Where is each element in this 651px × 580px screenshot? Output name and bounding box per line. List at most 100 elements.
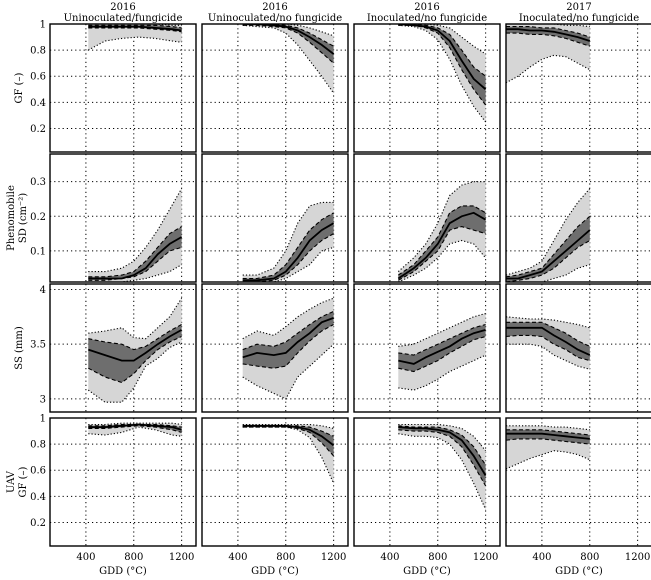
panel-sd-0 [49,153,197,283]
ytick-uav-2: 0.6 [30,466,46,477]
panel-ss-2 [353,283,501,413]
panel-frame [505,283,651,413]
panel-sd-3 [505,153,651,283]
q3-line [398,323,486,356]
q3-line [242,24,334,47]
q1-line [506,240,591,282]
panel-frame [353,283,501,413]
series [506,24,591,84]
min-line [88,36,182,51]
median-line [88,25,182,32]
range-band [398,24,486,122]
min-line [242,24,335,94]
series [242,24,335,94]
q1-line [88,425,182,433]
ytick-uav-4: 1 [40,414,46,425]
grid [50,418,196,546]
xtick-3-800: 800 [580,552,599,563]
max-line [88,188,183,273]
median-line [242,222,335,282]
min-line [268,246,334,282]
xlabel-2: GDD (°C) [403,566,451,577]
panel-frame [353,417,501,547]
q1-line [398,335,486,373]
min-line [88,264,182,282]
ytick-uav-3: 0.8 [30,440,46,451]
max-line [88,422,182,426]
series [87,297,183,403]
median-line [398,426,487,476]
q1-line [88,336,182,384]
q1-line [398,429,487,487]
ylabel-gf: GF (–) [14,72,25,103]
median-line [242,424,335,447]
iqr-band [242,212,334,282]
grid [202,24,348,152]
iqr-band [398,425,486,486]
panel-uav-3 [505,417,651,547]
panel-frame [201,417,349,547]
iqr-band [88,324,182,383]
range-band [242,24,334,94]
panel-gf-0 [49,23,197,153]
q1-line [88,27,182,33]
panel-sd-1 [201,153,349,283]
xtick-0-1200: 1200 [169,552,194,563]
min-line [506,450,591,470]
xtick-1-400: 400 [228,552,247,563]
xtick-3-400: 400 [532,552,551,563]
xtick-2-800: 800 [428,552,447,563]
iqr-band [242,24,334,64]
range-band [506,188,590,282]
grid [354,418,500,546]
q3-line [398,425,487,466]
ylabel-line: SD (cm⁻²) [18,193,29,243]
grid [50,24,196,152]
max-line [506,425,590,431]
column-year-2: 2016 [414,2,439,13]
q3-line [88,324,182,351]
series [398,24,487,123]
iqr-band [242,425,334,456]
column-year-0: 2016 [110,2,135,13]
xlabel-0: GDD (°C) [99,566,147,577]
xtick-1-1200: 1200 [321,552,346,563]
range-band [242,202,334,282]
median-line [88,423,182,431]
median-line [506,28,591,42]
xlabel-3: GDD (°C) [555,566,603,577]
max-line [88,297,183,340]
max-line [397,181,486,273]
panel-frame [49,23,197,153]
series [88,188,183,282]
ylabel-sd: PhenomobileSD (cm⁻²) [6,185,29,251]
series [506,188,591,282]
panel-uav-2 [353,417,501,547]
grid [202,418,348,546]
max-line [398,312,486,347]
median-line [506,432,590,440]
max-line [88,24,182,26]
min-line [87,341,182,403]
ytick-uav-0: 0.2 [30,518,46,529]
column-treatment-0: Uninoculated/fungicide [64,13,183,24]
median-line [398,24,487,90]
ylabel-line: GF (–) [14,72,25,103]
min-line [242,343,334,400]
ylabel-ss: SS (mm) [14,326,25,370]
median-line [397,211,487,280]
panel-frame [201,153,349,283]
max-line [398,423,487,452]
ylabel-line: Phenomobile [6,185,17,251]
iqr-band [506,216,590,282]
panel-gf-1 [201,23,349,153]
q1-line [506,438,590,445]
median-line [88,236,183,280]
median-line [506,326,591,356]
xtick-1-800: 800 [276,552,295,563]
q1-line [506,32,590,47]
series [398,312,486,391]
q3-line [506,321,591,347]
ylabel-line: SS (mm) [14,326,25,370]
